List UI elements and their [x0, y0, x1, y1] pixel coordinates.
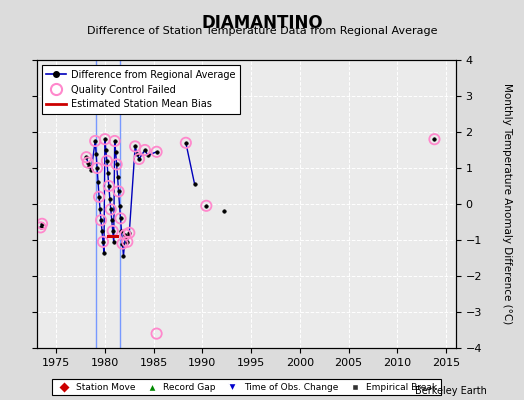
Point — [103, 158, 111, 164]
Point — [121, 231, 129, 238]
Point — [152, 330, 161, 337]
Point — [82, 154, 91, 160]
Y-axis label: Monthly Temperature Anomaly Difference (°C): Monthly Temperature Anomaly Difference (… — [501, 83, 511, 325]
Point — [125, 230, 134, 236]
Point — [131, 143, 139, 150]
Point — [152, 149, 161, 155]
Point — [93, 165, 101, 171]
Point — [113, 161, 121, 168]
Point — [106, 206, 115, 213]
Text: DIAMANTINO: DIAMANTINO — [201, 14, 323, 32]
Text: Difference of Station Temperature Data from Regional Average: Difference of Station Temperature Data f… — [87, 26, 437, 36]
Point — [95, 194, 103, 200]
Point — [36, 224, 45, 230]
Point — [91, 138, 100, 144]
Point — [182, 140, 190, 146]
Point — [118, 240, 127, 247]
Point — [108, 228, 117, 234]
Point — [202, 202, 211, 209]
Point — [38, 221, 46, 227]
Legend: Station Move, Record Gap, Time of Obs. Change, Empirical Break: Station Move, Record Gap, Time of Obs. C… — [51, 379, 441, 395]
Point — [135, 156, 143, 162]
Point — [114, 188, 123, 195]
Point — [105, 183, 113, 189]
Point — [111, 138, 119, 144]
Point — [97, 217, 105, 223]
Point — [123, 238, 132, 245]
Point — [141, 147, 149, 153]
Point — [99, 238, 107, 245]
Text: Berkeley Earth: Berkeley Earth — [416, 386, 487, 396]
Point — [116, 215, 125, 222]
Point — [101, 136, 109, 142]
Point — [430, 136, 439, 142]
Point — [84, 159, 92, 166]
